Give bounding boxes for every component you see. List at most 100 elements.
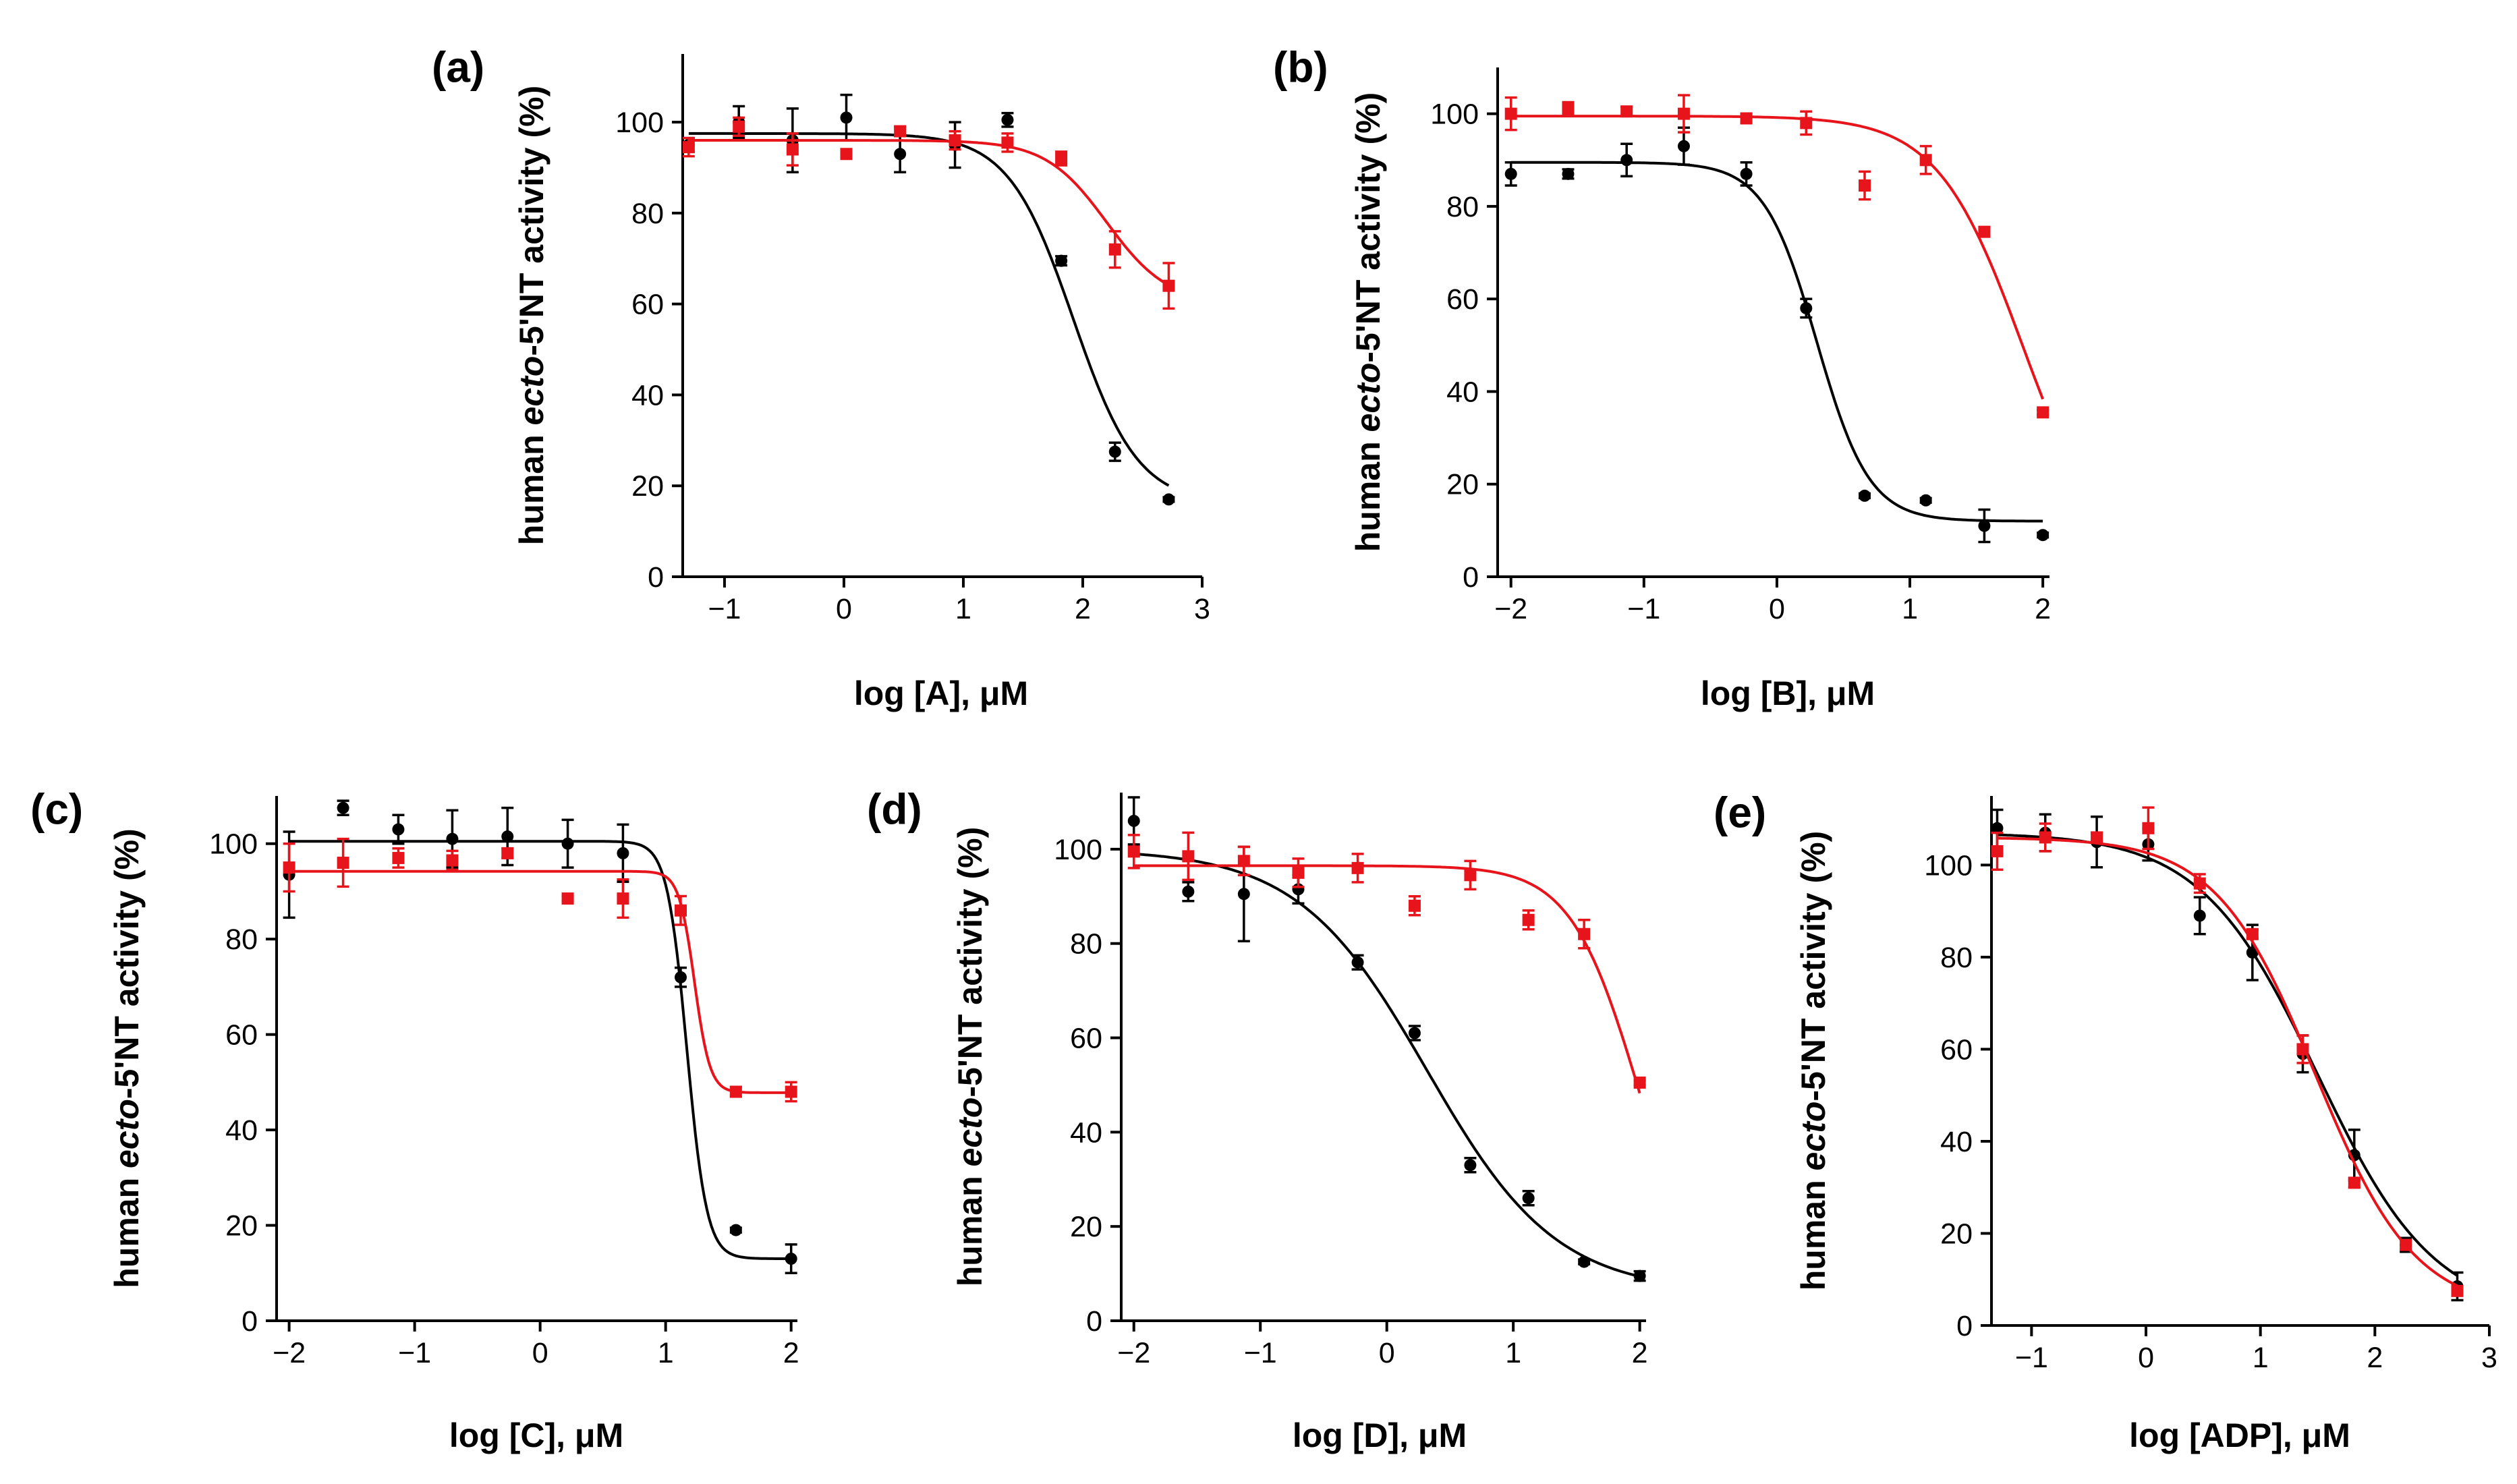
data-point (840, 111, 853, 124)
data-point (1237, 855, 1250, 867)
x-tick-label: −2 (1117, 1337, 1150, 1369)
data-point (561, 837, 574, 850)
y-tick-label: 100 (1430, 98, 1479, 131)
data-point (1620, 105, 1633, 118)
y-tick-label: 80 (225, 923, 258, 956)
series-red (283, 837, 797, 1103)
fit-curve-red (1510, 115, 2044, 400)
y-axis-title-part: human (108, 1168, 146, 1288)
y-tick-label: 0 (1956, 1310, 1973, 1342)
data-point (1562, 103, 1575, 115)
data-point (2451, 1284, 2464, 1297)
x-tick-label: 3 (1194, 593, 1210, 625)
y-axis-title-part: -5'NT activity (%) (108, 828, 146, 1099)
data-point (1237, 888, 1250, 901)
data-point (337, 801, 349, 814)
x-tick-label: 2 (783, 1337, 799, 1369)
x-tick-label: 2 (1632, 1337, 1648, 1369)
data-point (2193, 909, 2206, 922)
data-point (2037, 406, 2049, 419)
data-point (1055, 152, 1068, 165)
data-point (729, 1224, 742, 1236)
fit-curve-black (289, 840, 791, 1260)
data-point (1633, 1269, 1646, 1282)
series-black (1127, 796, 1646, 1282)
fit-curve-red (688, 139, 1170, 287)
y-axis-title: human ecto-5'NT activity (%) (108, 828, 146, 1288)
x-tick-label: 0 (836, 593, 852, 625)
data-point (674, 904, 687, 917)
data-point (1677, 140, 1690, 152)
y-tick-label: 80 (1446, 191, 1479, 223)
series-red (1504, 94, 2049, 419)
data-point (1740, 167, 1753, 180)
y-tick-label: 100 (1924, 849, 1973, 882)
data-point (949, 134, 961, 147)
data-point (392, 823, 405, 836)
y-tick-label: 100 (615, 107, 664, 139)
chart-panel-5: (e) −1 0 1 2 3 0 20 40 60 80 100 log [ADP], μM human … (1714, 788, 2497, 1454)
data-point (1504, 107, 1517, 120)
y-tick-label: 20 (1070, 1211, 1102, 1243)
y-tick-label: 40 (1446, 376, 1479, 408)
y-axis-title: human ecto-5'NT activity (%) (951, 827, 989, 1286)
data-point (283, 861, 295, 874)
data-point (1108, 243, 1121, 256)
data-point (1408, 1027, 1421, 1039)
series-black (1504, 126, 2049, 544)
y-tick-label: 40 (631, 379, 664, 411)
data-point (785, 1085, 797, 1098)
panel-label: (b) (1273, 42, 1328, 91)
x-tick-label: 1 (1505, 1337, 1521, 1369)
data-point (682, 141, 695, 154)
y-tick-label: 100 (1054, 834, 1102, 866)
y-tick-label: 60 (1446, 283, 1479, 316)
data-point (2246, 946, 2259, 959)
x-axis-title: log [B], μM (1701, 675, 1875, 712)
data-point (392, 851, 405, 864)
panel-label: (e) (1714, 788, 1766, 836)
series-black (283, 799, 797, 1275)
y-axis-title-part: ecto (1349, 363, 1387, 432)
data-point (1677, 107, 1690, 120)
data-point (2348, 1176, 2360, 1189)
data-point (337, 857, 349, 869)
data-point (729, 1085, 742, 1098)
data-point (1351, 861, 1364, 874)
data-point (2039, 831, 2052, 844)
y-axis-title-part: ecto (1794, 1102, 1832, 1171)
y-axis-title: human ecto-5'NT activity (%) (513, 86, 550, 545)
data-point (501, 830, 514, 843)
data-point (786, 143, 799, 156)
data-point (2400, 1238, 2412, 1251)
y-axis-title-part: ecto (513, 356, 550, 426)
data-point (1562, 167, 1575, 180)
y-tick-label: 20 (631, 470, 664, 503)
y-tick-label: 20 (1446, 469, 1479, 501)
y-axis-title-part: human (1349, 432, 1387, 552)
y-tick-label: 80 (631, 198, 664, 230)
y-tick-label: 20 (1940, 1218, 1973, 1250)
data-point (1108, 445, 1121, 458)
data-point (1182, 850, 1195, 863)
data-point (561, 892, 574, 905)
y-tick-label: 0 (1463, 561, 1479, 594)
y-tick-label: 0 (648, 561, 664, 594)
series-red (1127, 831, 1646, 1094)
data-point (501, 847, 514, 859)
x-axis-title: log [A], μM (854, 675, 1028, 712)
x-axis-title: log [ADP], μM (2129, 1417, 2350, 1454)
data-point (1464, 869, 1477, 882)
data-point (1504, 167, 1517, 180)
data-point (1001, 113, 1014, 126)
y-tick-label: 40 (1940, 1126, 1973, 1158)
data-point (617, 847, 629, 859)
data-point (1127, 845, 1140, 858)
data-point (1464, 1159, 1477, 1172)
data-point (1292, 866, 1305, 879)
fit-curve-red (1997, 836, 2458, 1288)
x-tick-label: −1 (1627, 593, 1660, 625)
